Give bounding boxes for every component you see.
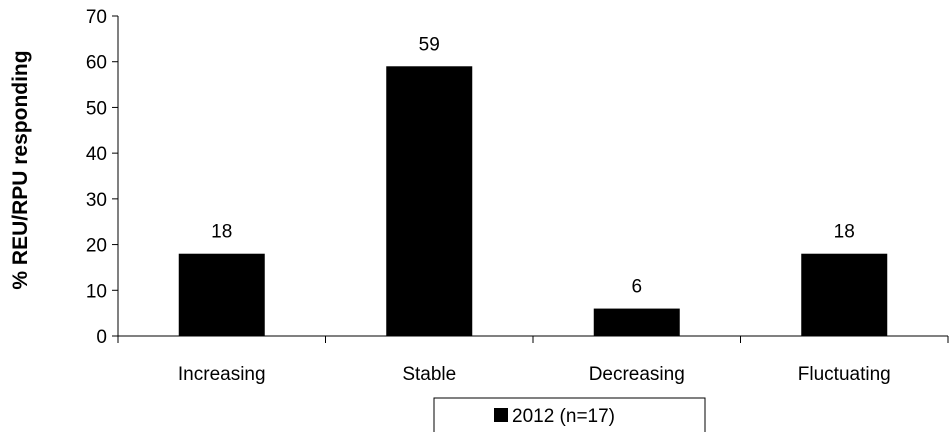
legend-label: 2012 (n=17)	[512, 406, 615, 427]
y-tick-label: 0	[96, 327, 107, 348]
x-axis-ticks	[117, 336, 949, 343]
y-tick-label: 30	[86, 190, 107, 211]
bar-increasing	[178, 253, 265, 336]
legend: 2012 (n=17)	[433, 397, 706, 432]
y-tick-label: 10	[86, 281, 107, 302]
category-label-increasing: Increasing	[178, 364, 266, 385]
y-tick-label: 50	[86, 98, 107, 119]
bar-decreasing	[593, 308, 680, 336]
bar-stable	[386, 66, 473, 337]
data-label-stable: 59	[419, 34, 440, 55]
category-labels: Increasing Stable Decreasing Fluctuating	[178, 364, 891, 385]
y-tick-label: 60	[86, 53, 107, 74]
legend-box	[433, 397, 706, 432]
data-label-fluctuating: 18	[834, 222, 855, 243]
legend-swatch	[494, 408, 508, 422]
category-label-stable: Stable	[402, 364, 456, 385]
bars	[178, 66, 888, 337]
data-label-decreasing: 6	[631, 277, 642, 298]
y-tick-label: 70	[86, 7, 107, 28]
data-labels: 18 59 6 18	[211, 34, 855, 297]
data-label-increasing: 18	[211, 222, 232, 243]
category-label-fluctuating: Fluctuating	[798, 364, 891, 385]
y-axis-title: % REU/RPU responding	[9, 50, 32, 289]
y-tick-label: 20	[86, 236, 107, 257]
category-label-decreasing: Decreasing	[589, 364, 685, 385]
y-axis-ticks: 0 10 20 30 40 50 60 70	[86, 7, 118, 348]
bar-fluctuating	[801, 253, 888, 336]
y-tick-label: 40	[86, 144, 107, 165]
